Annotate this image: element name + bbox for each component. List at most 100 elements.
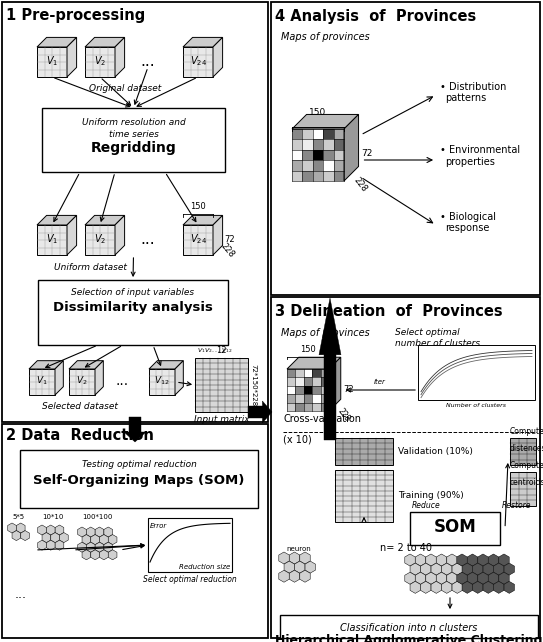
Bar: [292, 129, 302, 139]
Bar: [292, 171, 302, 181]
Bar: [287, 403, 295, 411]
Bar: [323, 160, 333, 171]
Bar: [287, 377, 295, 386]
Bar: [183, 225, 213, 255]
Bar: [302, 171, 313, 181]
Polygon shape: [319, 298, 341, 440]
Text: $V_{24}$: $V_{24}$: [190, 54, 206, 68]
Bar: [295, 403, 304, 411]
Bar: [320, 394, 329, 403]
Bar: [418, 345, 535, 400]
Text: Select optimal reduction: Select optimal reduction: [143, 575, 237, 584]
Bar: [313, 150, 323, 160]
Text: $V_{2}$: $V_{2}$: [94, 232, 106, 246]
Bar: [313, 139, 323, 150]
Text: Training (90%): Training (90%): [398, 492, 464, 501]
Text: n= 2 to 40: n= 2 to 40: [380, 543, 432, 553]
Bar: [323, 139, 333, 150]
Bar: [302, 139, 313, 150]
Text: 150: 150: [300, 345, 316, 354]
Bar: [85, 47, 115, 77]
Text: Selection of input variables: Selection of input variables: [72, 288, 194, 297]
Bar: [510, 438, 536, 465]
Text: distences: distences: [510, 444, 543, 453]
Bar: [292, 150, 302, 160]
Polygon shape: [115, 37, 124, 77]
Text: 228: 228: [219, 241, 236, 259]
Polygon shape: [175, 361, 184, 395]
Text: Reduce: Reduce: [412, 501, 441, 510]
Text: Uniform resolution and: Uniform resolution and: [81, 118, 185, 127]
Polygon shape: [85, 37, 124, 47]
Polygon shape: [69, 361, 103, 369]
Bar: [410, 512, 500, 545]
Text: ...: ...: [116, 374, 129, 388]
Bar: [292, 160, 302, 171]
Polygon shape: [183, 37, 223, 47]
Text: number of clusters: number of clusters: [395, 339, 480, 348]
Text: $V_{1}$: $V_{1}$: [46, 54, 58, 68]
Bar: [320, 386, 329, 394]
Text: ...: ...: [15, 589, 27, 602]
Text: $V_{1}$: $V_{1}$: [46, 232, 58, 246]
Text: properties: properties: [445, 157, 495, 167]
Text: iter: iter: [374, 379, 386, 385]
Bar: [335, 470, 393, 522]
Text: 1 Pre-processing: 1 Pre-processing: [6, 8, 145, 23]
Bar: [295, 377, 304, 386]
Text: time series: time series: [109, 130, 159, 139]
Bar: [295, 394, 304, 403]
Bar: [287, 386, 295, 394]
Bar: [302, 160, 313, 171]
Text: 150: 150: [190, 202, 206, 211]
Bar: [320, 403, 329, 411]
Text: 100*100: 100*100: [82, 514, 112, 520]
Text: • Environmental: • Environmental: [440, 145, 520, 155]
Text: centroids: centroids: [510, 478, 543, 487]
Text: • Biological: • Biological: [440, 212, 496, 222]
Bar: [323, 150, 333, 160]
Polygon shape: [248, 401, 272, 423]
Bar: [69, 369, 95, 395]
Text: Restore: Restore: [502, 501, 532, 510]
Text: 72: 72: [225, 234, 235, 243]
Bar: [148, 518, 232, 572]
Bar: [195, 358, 248, 412]
Text: Compute: Compute: [510, 461, 543, 470]
Bar: [295, 386, 304, 394]
Bar: [85, 225, 115, 255]
Text: ...: ...: [141, 53, 155, 69]
Bar: [2, 2, 268, 422]
Text: Selected dataset: Selected dataset: [42, 402, 118, 411]
Bar: [304, 394, 312, 403]
Bar: [335, 438, 393, 465]
Text: Validation (10%): Validation (10%): [398, 447, 473, 456]
Bar: [333, 150, 344, 160]
Text: 5*5: 5*5: [12, 514, 24, 520]
Text: 228: 228: [336, 407, 352, 424]
Bar: [320, 377, 329, 386]
Text: Input matrix: Input matrix: [194, 415, 249, 424]
Bar: [37, 225, 67, 255]
Text: SOM: SOM: [434, 519, 476, 537]
Bar: [320, 369, 329, 377]
Polygon shape: [85, 216, 124, 225]
Polygon shape: [287, 357, 341, 369]
Bar: [323, 129, 333, 139]
Bar: [304, 403, 312, 411]
Bar: [333, 139, 344, 150]
Text: • Distribution: • Distribution: [440, 82, 507, 92]
Bar: [183, 47, 213, 77]
Text: Classification into n clusters: Classification into n clusters: [340, 623, 478, 633]
Polygon shape: [329, 357, 341, 411]
Text: Select optimal: Select optimal: [395, 328, 459, 337]
Text: $V_{2}$: $V_{2}$: [94, 54, 106, 68]
Polygon shape: [37, 216, 77, 225]
Text: $V_{12}$: $V_{12}$: [154, 375, 170, 387]
Text: Dissimilarity analysis: Dissimilarity analysis: [53, 301, 213, 314]
Bar: [312, 377, 320, 386]
Bar: [37, 47, 67, 77]
Polygon shape: [37, 37, 77, 47]
Bar: [29, 369, 55, 395]
Text: 2 Data  Reduction: 2 Data Reduction: [6, 428, 154, 443]
